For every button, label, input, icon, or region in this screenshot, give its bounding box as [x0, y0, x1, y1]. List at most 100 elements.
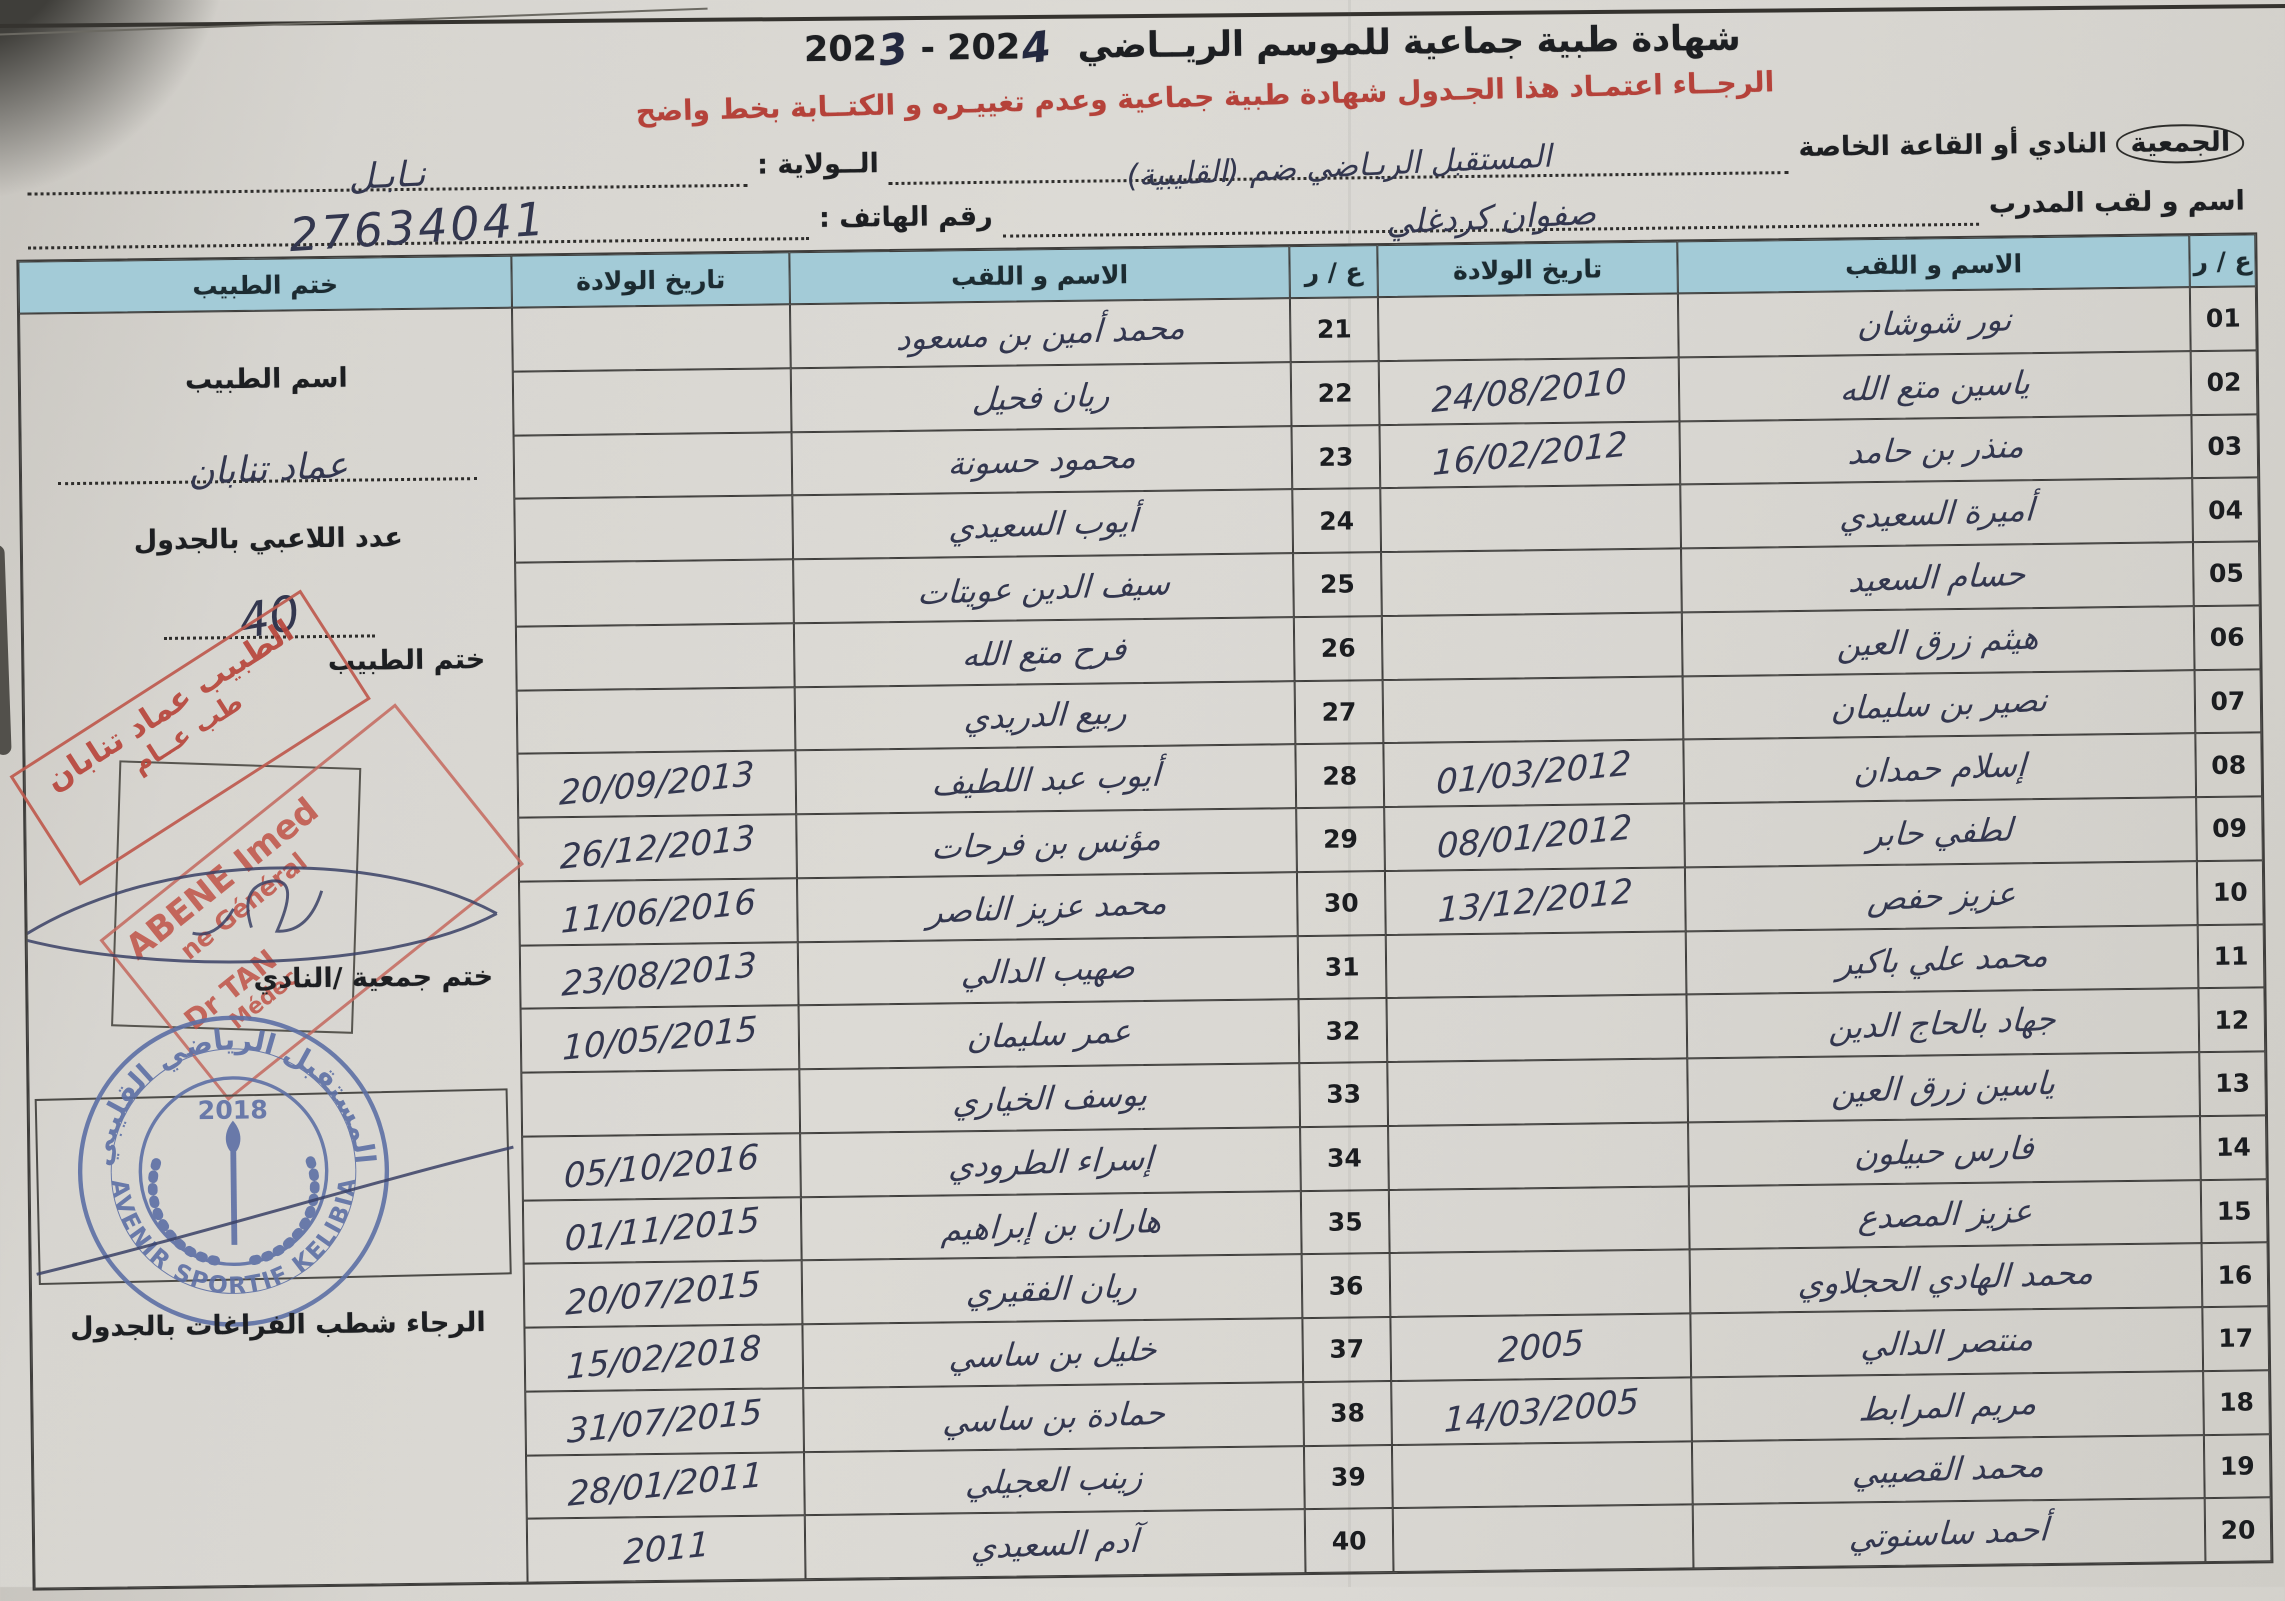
row-number-text: 14: [2215, 1132, 2251, 1163]
row-number-text: 18: [2218, 1387, 2255, 1418]
player-name-text: نصير بن سليمان: [1829, 681, 2048, 729]
header-dob-left: تاريخ الولادة: [511, 252, 790, 308]
player-name: آدم السعيدي: [804, 1509, 1306, 1580]
birth-date: [1385, 930, 1687, 999]
row-number-text: 36: [1328, 1270, 1364, 1301]
row-number-text: 20: [2220, 1515, 2256, 1545]
player-name: فرح متع الله: [793, 616, 1295, 687]
doctor-stamp-cell: اسم الطبيب عماد تنابان عدد اللاعبي بالجد…: [9, 307, 528, 1589]
player-name: صهيب الدالي: [797, 935, 1299, 1006]
player-name: زينب العجيلي: [803, 1445, 1305, 1516]
birth-date-text: 31/07/2015: [566, 1391, 763, 1452]
row-number: 20: [2204, 1497, 2272, 1563]
stamp-year: 2018: [197, 1095, 268, 1125]
player-name-text: فرح متع الله: [961, 629, 1128, 675]
player-name-text: آدم السعيدي: [970, 1521, 1140, 1567]
row-number-text: 33: [1326, 1079, 1362, 1110]
player-name: سيف الدين عويتات: [793, 553, 1294, 624]
row-number-text: 22: [1317, 378, 1353, 408]
birth-date: [512, 368, 792, 436]
player-name-text: عزيز حفص: [1866, 873, 2017, 918]
row-number-text: 06: [2209, 622, 2245, 653]
row-number: 24: [1292, 488, 1382, 554]
player-name-text: عمر سليمان: [965, 1011, 1132, 1057]
birth-date-text: 26/12/2013: [559, 817, 756, 878]
birth-date-text: 05/10/2016: [563, 1136, 760, 1197]
row-number-text: 26: [1320, 633, 1356, 663]
birth-date: [1388, 1122, 1689, 1190]
player-name-text: جهاد بالحاج الدين: [1828, 999, 2058, 1047]
row-number-text: 04: [2208, 495, 2244, 525]
row-number: 04: [2192, 477, 2259, 543]
player-name-text: مريم المرابط: [1857, 1383, 2038, 1429]
header-name-left: الاسم و اللقب: [789, 246, 1290, 305]
player-name: هيثم زرق العين: [1681, 605, 2195, 676]
row-number: 01: [2189, 286, 2257, 351]
handwritten-digit: 3: [875, 23, 911, 76]
player-name: أيوب عبد اللطيف: [795, 744, 1297, 815]
player-name: منذر بن حامد: [1679, 414, 2193, 485]
player-name-text: محمود حسونة: [946, 437, 1137, 484]
row-number-text: 01: [2205, 303, 2241, 334]
player-name: لطفي حابر: [1684, 797, 2197, 868]
birth-date: 16/02/2012: [1379, 420, 1681, 489]
row-number-text: 28: [1322, 761, 1358, 791]
player-name: خليل بن ساسي: [802, 1318, 1304, 1388]
row-number: 34: [1300, 1125, 1389, 1191]
player-name-text: صهيب الدالي: [960, 948, 1136, 994]
player-name: محمود حسونة: [791, 425, 1293, 496]
row-number: 07: [2194, 668, 2262, 734]
row-number: 28: [1295, 743, 1385, 809]
birth-date: 15/02/2018: [524, 1324, 804, 1392]
birth-date: 20/07/2015: [523, 1260, 803, 1328]
row-number: 38: [1303, 1380, 1392, 1446]
row-number-text: 08: [2211, 750, 2247, 780]
birth-date-text: 23/08/2013: [561, 945, 758, 1006]
birth-date: 23/08/2013: [519, 941, 799, 1009]
player-name: إسلام حمدان: [1683, 733, 2197, 804]
birth-date: 01/03/2012: [1383, 739, 1685, 808]
birth-date-text: 20/07/2015: [565, 1264, 762, 1324]
birth-date: [513, 431, 793, 499]
player-name: منتصر الدالي: [1690, 1307, 2204, 1378]
birth-date: [515, 623, 795, 691]
row-number: 16: [2201, 1242, 2269, 1308]
birth-date: [1391, 1440, 1693, 1509]
birth-date: 13/12/2012: [1384, 867, 1686, 935]
player-name: أميرة السعيدي: [1680, 478, 2193, 549]
row-number: 33: [1299, 1062, 1389, 1127]
row-number-text: 09: [2211, 813, 2248, 844]
player-name-text: عزيز المصدع: [1857, 1192, 2034, 1238]
birth-date: [1381, 612, 1683, 680]
player-name: حمادة بن ساسي: [803, 1381, 1304, 1452]
player-name-text: مؤنس بن فرحات: [930, 819, 1163, 867]
row-number: 36: [1301, 1253, 1391, 1319]
player-name-text: محمد القصيبي: [1851, 1446, 2046, 1493]
birth-date: [1387, 1058, 1689, 1126]
footer-note: الرجاء شطب الفراغات بالجدول: [69, 1307, 486, 1344]
player-name-text: فارس حبيلون: [1853, 1128, 2035, 1174]
circled-word: الجمعية: [2116, 123, 2245, 165]
birth-date: 11/06/2016: [518, 877, 798, 946]
row-number-text: 11: [2213, 941, 2249, 971]
state-label: الــولاية :: [756, 148, 879, 181]
player-name-text: ربيع الدريدي: [962, 693, 1128, 738]
torch-flame: [225, 1120, 241, 1155]
birth-date: [1382, 675, 1684, 744]
form-fields: الجمعية النادي أو القاعة الخاصة المستقبل…: [26, 115, 2245, 262]
row-number: 31: [1297, 934, 1387, 1000]
row-number: 02: [2190, 350, 2258, 415]
player-name-text: لطفي حابر: [1867, 810, 2014, 855]
player-name-text: يوسف الخياري: [951, 1075, 1148, 1121]
birth-date: [521, 1069, 801, 1137]
players-count-label: عدد اللاعبي بالجدول: [133, 522, 404, 557]
birth-date: 2005: [1390, 1313, 1692, 1381]
row-number: 11: [2197, 923, 2265, 989]
row-number: 18: [2203, 1370, 2270, 1435]
row-number-text: 07: [2210, 686, 2246, 716]
doctor-name-line: عماد تنابان: [57, 419, 478, 493]
header-num-right: ع / ر: [2189, 234, 2256, 288]
player-name-text: هاران بن إبراهيم: [940, 1202, 1163, 1249]
header-dob-right: تاريخ الولادة: [1377, 241, 1678, 298]
player-name: ريان الفقيري: [801, 1254, 1303, 1325]
